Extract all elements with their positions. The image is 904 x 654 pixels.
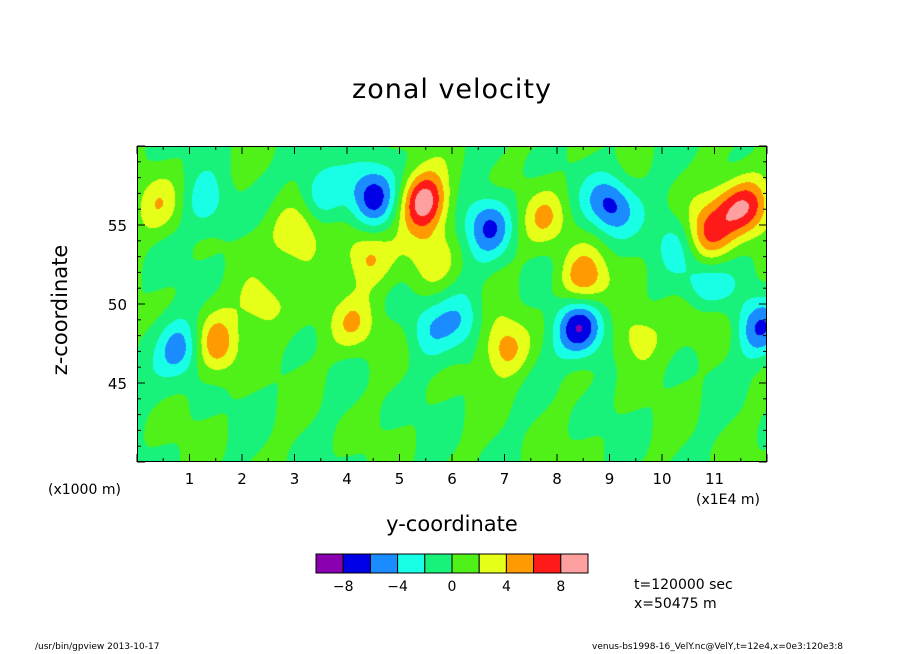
colorbar-swatch <box>369 553 399 574</box>
colorbar-swatch <box>397 553 426 574</box>
footer-program: /usr/bin/gpview 2013-10-17 <box>35 642 160 652</box>
x-tick-label: 5 <box>395 470 405 488</box>
colorbar-swatch <box>342 553 371 574</box>
colorbar-tick-label: −4 <box>387 579 408 595</box>
colorbar-tick-label: 0 <box>448 579 457 595</box>
x-tick-label: 10 <box>652 470 671 488</box>
x-tick-label: 1 <box>185 470 195 488</box>
x-unit-label: (x1000 m) <box>48 482 121 498</box>
x-tick-label: 2 <box>237 470 247 488</box>
colorbar-swatch <box>560 553 589 574</box>
colorbar-tick-label: 8 <box>556 579 565 595</box>
x-tick-label: 3 <box>290 470 300 488</box>
x-tick-label: 6 <box>447 470 457 488</box>
y-tick-label: 55 <box>108 217 127 235</box>
plot-area <box>137 146 767 462</box>
x-scale-label: (x1E4 m) <box>696 492 760 508</box>
y-tick-label: 45 <box>108 375 127 393</box>
colorbar-swatch <box>451 553 480 574</box>
colorbar-swatch <box>478 553 507 574</box>
x-tick-label: 7 <box>500 470 510 488</box>
colorbar-swatch <box>533 553 562 574</box>
chart-title: zonal velocity <box>352 74 552 105</box>
colorbar-swatch <box>424 553 453 574</box>
colorbar-swatch <box>315 553 344 574</box>
footer-source: venus-bs1998-16_VelY.nc@VelY,t=12e4,x=0e… <box>592 642 843 652</box>
y-tick-label: 50 <box>108 296 127 314</box>
colorbar: −8 −4 0 4 8 <box>315 553 589 595</box>
x-tick-label: 4 <box>342 470 352 488</box>
position-label: x=50475 m <box>634 596 717 612</box>
velocity-field <box>138 147 766 461</box>
x-axis-label: y-coordinate <box>386 512 518 536</box>
x-tick-label: 8 <box>552 470 562 488</box>
colorbar-swatch <box>505 553 535 574</box>
colorbar-tick-label: −8 <box>333 579 354 595</box>
info-box: t=120000 sec x=50475 m <box>634 576 733 614</box>
y-axis-label: z-coordinate <box>48 244 72 376</box>
x-tick-label: 11 <box>705 470 724 488</box>
time-label: t=120000 sec <box>634 577 733 593</box>
x-tick-label: 9 <box>605 470 615 488</box>
colorbar-tick-label: 4 <box>502 579 511 595</box>
